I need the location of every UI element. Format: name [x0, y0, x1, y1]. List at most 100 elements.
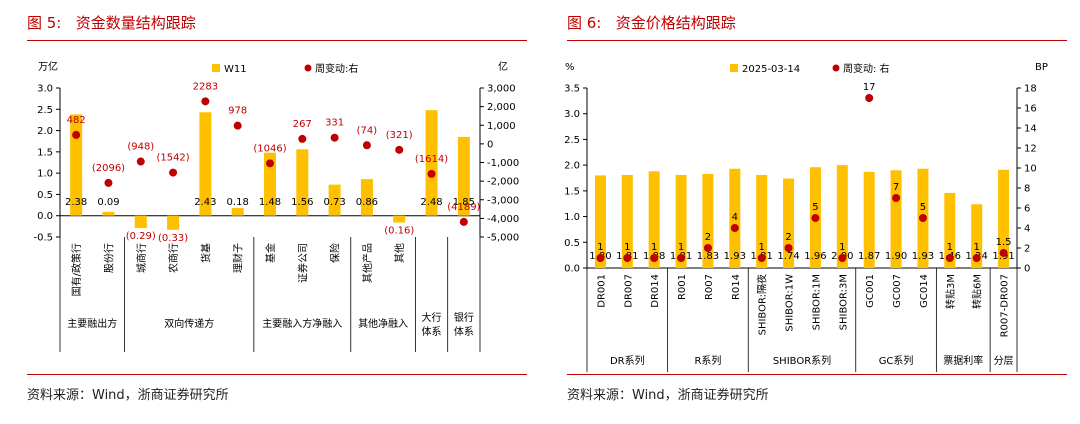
group-label: R系列: [694, 354, 721, 367]
dot-marker: [266, 159, 274, 168]
figure-5-bottom-rule: [27, 374, 527, 375]
left-tick-label: 0.0: [564, 264, 580, 275]
dot-value-label: 4: [732, 212, 738, 223]
bar-value-label: 1.93: [724, 251, 746, 262]
left-tick-label: 3.0: [37, 84, 53, 95]
category-label: 其他: [393, 243, 406, 263]
dot-marker: [104, 178, 113, 187]
right-axis-unit: BP: [1035, 62, 1048, 73]
bar: [783, 178, 795, 268]
bar: [971, 204, 983, 268]
bar: [457, 136, 470, 216]
category-label: SHIBOR:隔夜: [756, 274, 769, 335]
dot-value-label: 2: [785, 232, 791, 243]
bar-value-label: 1.90: [885, 251, 907, 262]
category-label: DR001: [596, 274, 607, 308]
bar-value-label: (0.16): [384, 226, 414, 237]
legend-dot-swatch: [304, 64, 312, 72]
figure-6-panel: 图 6: 资金价格结构跟踪 % BP 2025-03-14 周变动: 右 3.5 3.0 2…: [540, 0, 1080, 424]
legend-dot-swatch: [832, 64, 840, 72]
category-label: 其他产品: [361, 243, 374, 283]
bar-value-label: 1.96: [804, 251, 826, 262]
dot-value-label: 1: [759, 242, 765, 253]
dot-marker: [427, 169, 436, 178]
figure-6-source: 资料来源：Wind，浙商证券研究所: [567, 388, 769, 403]
dot-marker: [784, 244, 793, 252]
right-tick-label: -4,000: [487, 214, 519, 225]
dot-marker: [892, 194, 901, 202]
left-axis-unit: 万亿: [38, 60, 58, 73]
dot-marker: [650, 254, 659, 262]
group-label: GC系列: [879, 354, 914, 367]
bar-value-label: (0.29): [126, 231, 156, 242]
left-axis-unit: %: [565, 62, 575, 73]
right-tick-label: 2,000: [487, 102, 516, 113]
left-tick-label: 2.5: [564, 135, 580, 146]
bar-value-label: 1.87: [858, 251, 880, 262]
left-tick-label: 1.5: [564, 186, 580, 197]
dot-value-label: 1: [947, 242, 953, 253]
dot-marker: [703, 244, 712, 252]
right-tick-label: 1,000: [487, 121, 516, 132]
category-label: 股份行: [102, 243, 115, 273]
dot-value-label: (74): [357, 125, 378, 136]
category-label: 货基: [199, 243, 212, 263]
bar: [328, 184, 341, 216]
bar-value-label: 1.85: [453, 197, 475, 208]
dot-marker: [72, 130, 81, 139]
right-tick-label: 4: [1024, 224, 1030, 235]
category-label: 转贴3M: [944, 274, 957, 309]
dot-value-label: (4189): [447, 202, 480, 213]
left-tick-label: 1.0: [37, 169, 53, 180]
bar: [264, 152, 276, 216]
right-tick-label: 14: [1024, 124, 1037, 135]
figure-6-title-text: 资金价格结构跟踪: [615, 14, 736, 32]
dot-value-label: 2: [705, 232, 711, 243]
legend-bar-label: W11: [224, 64, 247, 75]
category-label: 基金: [264, 243, 277, 263]
bar-value-label: 1.56: [291, 197, 313, 208]
group-label: 票据利率: [943, 354, 983, 367]
category-label: GC001: [865, 274, 876, 308]
bar: [756, 174, 768, 268]
dot-value-label: 267: [293, 119, 312, 130]
bar-value-label: 2.48: [420, 197, 442, 208]
right-tick-label: -2,000: [487, 177, 519, 188]
category-label: R001: [677, 274, 688, 300]
legend-dot-label: 周变动: 右: [843, 62, 890, 75]
category-label: 国有/政策行: [70, 243, 83, 296]
category-label: DR007: [623, 274, 634, 308]
dot-marker: [945, 254, 954, 262]
bar-value-label: 0.73: [323, 197, 345, 208]
bar-value-label: 0.09: [97, 197, 119, 208]
dot-marker: [865, 94, 874, 102]
dot-value-label: 1.5: [996, 237, 1012, 248]
dot-value-label: (948): [127, 142, 154, 153]
bar-value-label: 1.83: [697, 251, 719, 262]
legend-dot-label: 周变动:右: [315, 62, 358, 75]
dot-marker: [395, 145, 404, 154]
dot-marker: [999, 249, 1008, 257]
bar: [998, 169, 1010, 268]
category-label: 证券公司: [296, 243, 309, 283]
left-tick-label: 2.5: [37, 105, 53, 116]
dot-value-label: (1614): [415, 154, 448, 165]
dot-marker: [757, 254, 766, 262]
bar: [890, 170, 902, 268]
right-tick-label: 16: [1024, 104, 1037, 115]
group-label: 双向传递方: [164, 317, 214, 330]
category-label: GC007: [892, 274, 903, 308]
left-tick-label: 2.0: [564, 161, 580, 172]
bar: [70, 114, 83, 216]
bar: [425, 110, 438, 216]
dot-value-label: 1: [974, 242, 980, 253]
figure-5-panel: 图 5: 资金数量结构跟踪 万亿 亿 W11 周变动:右 3.0 2.5 2.0 1.5 1.0…: [27, 14, 527, 403]
bar-value-label: 0.86: [356, 197, 378, 208]
right-tick-label: 0: [487, 139, 493, 150]
right-tick-label: 0: [1024, 264, 1030, 275]
bar-value-label: 0.18: [227, 197, 249, 208]
bar-value-label: 1.93: [912, 251, 934, 262]
bar-value-label: (0.33): [158, 233, 188, 244]
dot-marker: [811, 214, 820, 222]
category-label: R007-DR007: [1000, 274, 1011, 337]
